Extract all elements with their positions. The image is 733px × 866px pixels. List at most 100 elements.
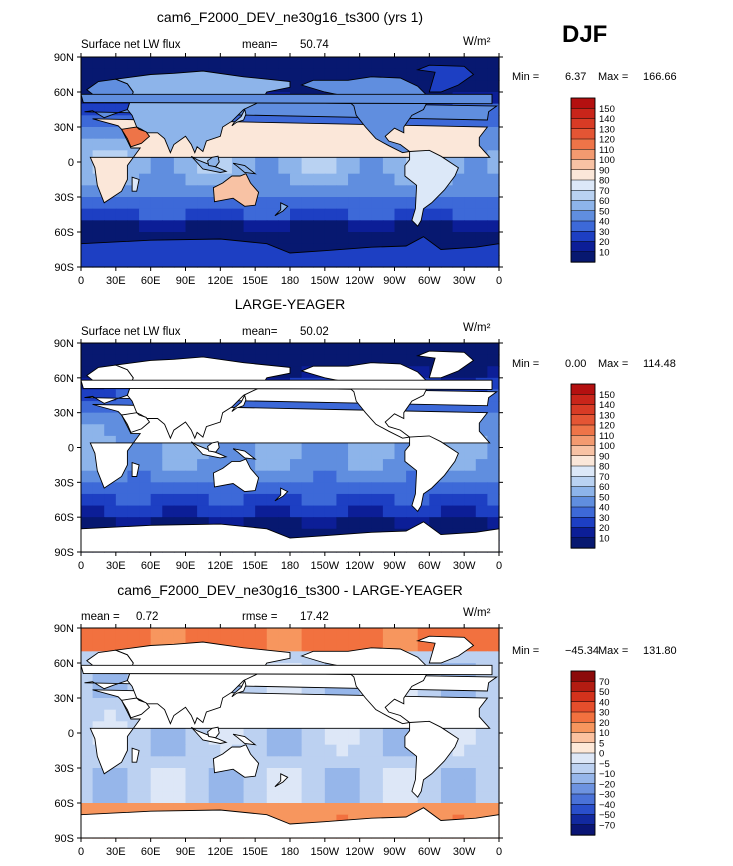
field-cell bbox=[208, 628, 221, 641]
field-cell bbox=[185, 733, 198, 746]
lon-tick-label: 120E bbox=[207, 275, 233, 287]
lat-tick-label: 60S bbox=[54, 512, 74, 524]
field-cell bbox=[81, 733, 94, 746]
field-cell bbox=[266, 482, 279, 495]
field-cell bbox=[185, 505, 198, 518]
field-cell bbox=[278, 791, 291, 804]
field-cell bbox=[81, 674, 94, 687]
field-cell bbox=[208, 791, 221, 804]
field-cell bbox=[371, 162, 384, 175]
field-cell bbox=[313, 173, 326, 186]
colorbar-label: 30 bbox=[599, 513, 610, 524]
season-label: DJF bbox=[562, 21, 607, 48]
field-cell bbox=[220, 628, 233, 641]
field-cell bbox=[487, 686, 500, 699]
field-cell bbox=[139, 470, 152, 483]
lat-tick-label: 30S bbox=[54, 763, 74, 775]
colorbar-label: −30 bbox=[599, 790, 615, 801]
field-cell bbox=[301, 459, 314, 472]
field-cell bbox=[162, 343, 175, 356]
lat-tick-label: 90S bbox=[54, 833, 74, 845]
field-cell bbox=[115, 482, 129, 495]
field-cell bbox=[127, 57, 140, 70]
field-cell bbox=[371, 628, 384, 641]
field-cell bbox=[81, 447, 94, 460]
field-cell bbox=[162, 482, 175, 495]
field-cell bbox=[301, 493, 314, 507]
field-cell bbox=[81, 791, 94, 804]
field-cell bbox=[348, 57, 361, 70]
panel-left-value: 0.72 bbox=[136, 611, 158, 623]
field-cell bbox=[150, 791, 163, 804]
field-cell bbox=[452, 744, 465, 757]
field-cell bbox=[475, 354, 488, 367]
field-cell bbox=[185, 447, 198, 460]
colorbar-box bbox=[570, 793, 596, 805]
field-cell bbox=[150, 197, 163, 210]
field-cell bbox=[197, 459, 210, 472]
field-cell bbox=[406, 68, 419, 81]
field-cell bbox=[464, 791, 477, 804]
field-cell bbox=[81, 115, 94, 128]
field-cell bbox=[162, 733, 175, 746]
max-label: Max = bbox=[598, 358, 628, 370]
field-cell bbox=[359, 232, 372, 245]
field-cell bbox=[348, 628, 361, 641]
colorbar-box bbox=[570, 783, 596, 795]
field-cell bbox=[104, 424, 117, 437]
field-cell bbox=[336, 470, 349, 483]
lon-tick-label: 60W bbox=[418, 846, 441, 858]
field-cell bbox=[81, 756, 94, 769]
field-cell bbox=[150, 343, 163, 356]
colorbar-box bbox=[570, 506, 596, 518]
field-cell bbox=[162, 791, 175, 804]
field-cell bbox=[231, 493, 245, 507]
field-cell bbox=[394, 744, 407, 757]
lon-tick-label: 0 bbox=[78, 560, 84, 572]
colorbar-label: 30 bbox=[599, 227, 610, 238]
lon-tick-label: 150E bbox=[242, 846, 268, 858]
continent-newguinea bbox=[232, 162, 257, 175]
field-cell bbox=[359, 57, 372, 70]
colorbar-label: 50 bbox=[599, 206, 610, 217]
field-cell bbox=[324, 505, 338, 518]
field-cell bbox=[301, 803, 314, 816]
field-cell bbox=[104, 208, 117, 221]
lat-tick-label: 0 bbox=[68, 157, 74, 169]
field-cell bbox=[127, 220, 140, 233]
field-cell bbox=[371, 197, 384, 210]
field-cell bbox=[359, 493, 372, 507]
field-cell bbox=[324, 354, 338, 367]
field-cell bbox=[452, 459, 465, 472]
field-cell bbox=[336, 68, 349, 81]
field-cell bbox=[487, 721, 500, 734]
field-cell bbox=[139, 744, 152, 757]
field-cell bbox=[185, 343, 198, 356]
field-cell bbox=[290, 639, 303, 652]
field-cell bbox=[475, 447, 488, 460]
field-cell bbox=[220, 343, 233, 356]
field-cell bbox=[301, 57, 314, 70]
field-cell bbox=[162, 768, 175, 781]
field-cell bbox=[464, 197, 477, 210]
field-cell bbox=[81, 162, 94, 175]
field-cell bbox=[115, 220, 129, 233]
lon-tick-label: 90W bbox=[383, 560, 406, 572]
field-cell bbox=[487, 470, 500, 483]
field-cell bbox=[324, 768, 338, 781]
field-cell bbox=[475, 482, 488, 495]
field-cell bbox=[301, 628, 314, 641]
colorbar-box bbox=[570, 496, 596, 508]
colorbar-box bbox=[570, 455, 596, 467]
field-cell bbox=[348, 197, 361, 210]
field-cell bbox=[394, 517, 407, 530]
field-cell bbox=[255, 791, 268, 804]
field-cell bbox=[139, 459, 152, 472]
field-cell bbox=[81, 686, 94, 699]
field-cell bbox=[475, 756, 488, 769]
field-cell bbox=[266, 68, 279, 81]
field-cell bbox=[371, 447, 384, 460]
field-cell bbox=[231, 343, 245, 356]
field-cell bbox=[173, 162, 187, 175]
